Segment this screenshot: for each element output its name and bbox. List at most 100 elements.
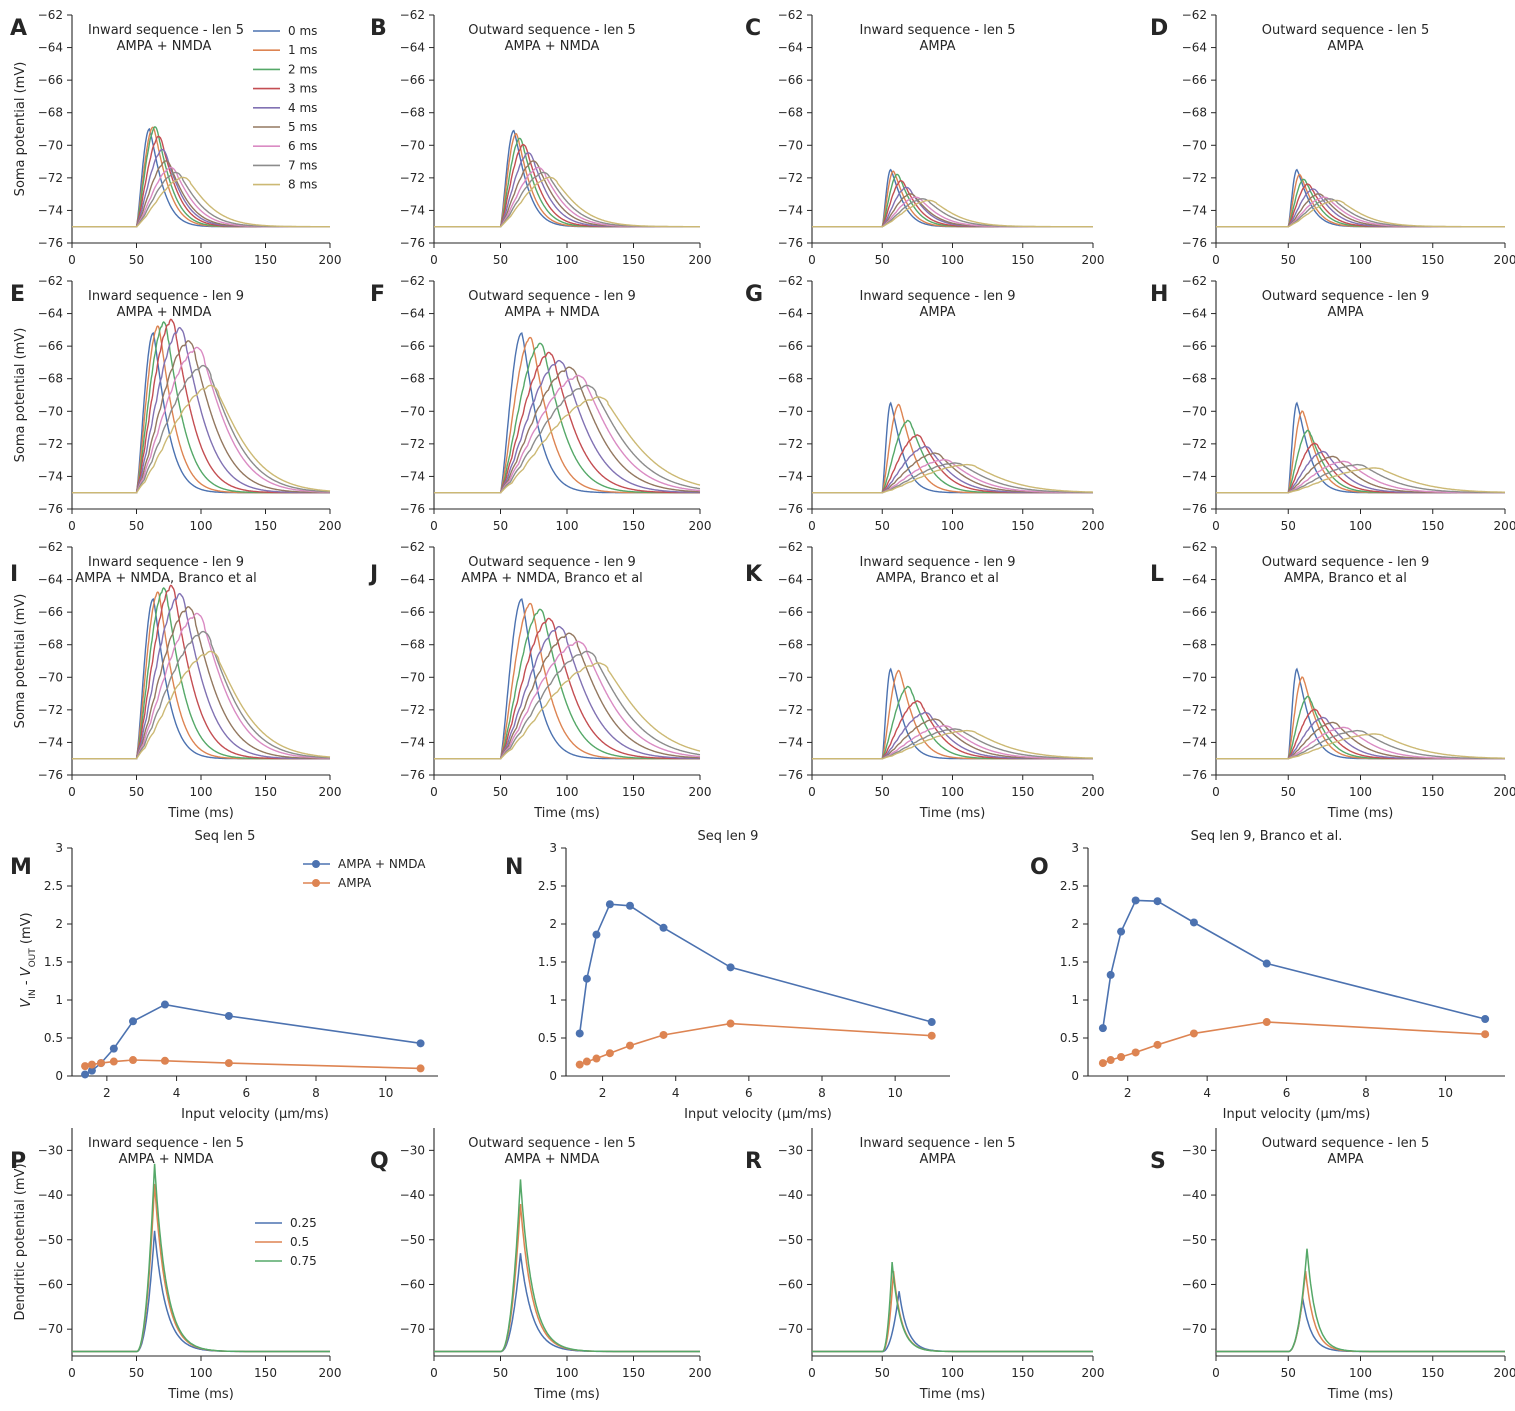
y-tick-label: −68 bbox=[778, 106, 803, 120]
series-line bbox=[1216, 460, 1505, 494]
data-point bbox=[726, 1019, 735, 1028]
y-tick-label: −74 bbox=[400, 735, 425, 749]
panel-q: 0 50 100 150 200 −70 −60 −50 −40 −30 Q Outward sequ… bbox=[370, 1128, 711, 1402]
y-tick-label: −72 bbox=[1182, 437, 1207, 451]
panel-title: Outward sequence - len 5 bbox=[1262, 23, 1430, 38]
y-tick-label: −76 bbox=[1182, 502, 1207, 516]
y-tick-label: −70 bbox=[38, 138, 63, 152]
series-line bbox=[1216, 1297, 1505, 1353]
series-line bbox=[812, 179, 1093, 228]
x-tick-label: 100 bbox=[1349, 785, 1372, 799]
y-tick-label: −64 bbox=[778, 307, 803, 321]
x-tick-label: 100 bbox=[556, 1366, 579, 1380]
y-tick-label: −70 bbox=[400, 138, 425, 152]
series-line bbox=[72, 384, 331, 494]
y-tick-label: −66 bbox=[778, 605, 803, 619]
data-point bbox=[927, 1031, 936, 1040]
y-tick-label: −64 bbox=[38, 307, 63, 321]
x-axis-label: Input velocity (µm/ms) bbox=[1223, 1107, 1371, 1122]
y-tick-label: −72 bbox=[38, 437, 63, 451]
y-tick-label: −70 bbox=[1182, 404, 1207, 418]
x-tick-label: 0 bbox=[1212, 1366, 1220, 1380]
legend-label: 0 ms bbox=[288, 24, 317, 38]
panel-title: Outward sequence - len 9 bbox=[468, 555, 636, 570]
y-tick-label: −64 bbox=[778, 573, 803, 587]
series-line bbox=[72, 650, 331, 760]
series-line bbox=[812, 173, 1093, 228]
y-tick-label: −66 bbox=[400, 339, 425, 353]
series-line bbox=[72, 326, 330, 494]
x-tick-label: 200 bbox=[1082, 253, 1105, 267]
data-point bbox=[626, 901, 634, 910]
y-tick-label: −74 bbox=[778, 203, 803, 217]
series-line bbox=[72, 318, 330, 494]
series-line bbox=[72, 584, 330, 760]
x-axis-label: Time (ms) bbox=[1327, 1387, 1394, 1402]
x-tick-label: 0 bbox=[430, 519, 438, 533]
y-tick-label: −76 bbox=[778, 502, 803, 516]
legend-label: 3 ms bbox=[288, 82, 317, 96]
series-line bbox=[434, 152, 700, 228]
panel-title: AMPA + NMDA bbox=[505, 1152, 600, 1167]
series-line bbox=[812, 401, 1093, 494]
y-axis-label: Soma potential (mV) bbox=[13, 594, 28, 729]
panel-letter: G bbox=[745, 282, 763, 307]
y-tick-label: −74 bbox=[38, 735, 63, 749]
panel-h: 0 50 100 150 200 −76 −74 −72 −70 −68 −66 −64 −62 H Out… bbox=[1150, 274, 1515, 533]
x-tick-label: 4 bbox=[173, 1086, 181, 1100]
series-line bbox=[812, 685, 1093, 760]
y-tick-label: −66 bbox=[778, 339, 803, 353]
x-tick-label: 10 bbox=[1438, 1086, 1453, 1100]
x-tick-label: 100 bbox=[1349, 253, 1372, 267]
y-tick-label: −66 bbox=[1182, 339, 1207, 353]
x-tick-label: 150 bbox=[254, 253, 277, 267]
data-point bbox=[160, 1056, 169, 1065]
y-tick-label: −64 bbox=[778, 41, 803, 55]
y-tick-label: −60 bbox=[778, 1277, 803, 1291]
x-tick-label: 150 bbox=[254, 1366, 277, 1380]
legend-label: 0.5 bbox=[290, 1235, 309, 1249]
data-point bbox=[1262, 1018, 1271, 1027]
y-tick-label: −62 bbox=[400, 274, 425, 288]
series-line bbox=[812, 419, 1093, 494]
x-tick-label: 50 bbox=[875, 253, 890, 267]
series-line bbox=[72, 364, 330, 494]
y-tick-label: −68 bbox=[38, 638, 63, 652]
y-tick-label: −50 bbox=[778, 1233, 803, 1247]
panel-title: Inward sequence - len 9 bbox=[88, 555, 244, 570]
panel-s: 0 50 100 150 200 −70 −60 −50 −40 −30 S Outward sequ… bbox=[1150, 1128, 1515, 1402]
x-tick-label: 100 bbox=[556, 785, 579, 799]
data-point bbox=[129, 1056, 137, 1065]
series-line bbox=[1216, 1248, 1505, 1353]
y-tick-label: −30 bbox=[38, 1143, 63, 1157]
x-tick-label: 50 bbox=[493, 253, 508, 267]
series-line bbox=[1216, 199, 1505, 228]
y-tick-label: −70 bbox=[778, 404, 803, 418]
series-line bbox=[72, 630, 330, 760]
x-tick-label: 200 bbox=[319, 785, 342, 799]
y-tick-label: −72 bbox=[38, 171, 63, 185]
y-tick-label: 0 bbox=[1071, 1069, 1079, 1083]
y-tick-label: −30 bbox=[400, 1143, 425, 1157]
data-point bbox=[224, 1011, 233, 1020]
y-tick-label: −72 bbox=[778, 171, 803, 185]
data-point bbox=[1106, 1056, 1115, 1065]
series-line bbox=[1216, 695, 1505, 760]
y-axis-label: Dendritic potential (mV) bbox=[13, 1163, 28, 1320]
panel-title: AMPA + NMDA bbox=[505, 305, 600, 320]
y-tick-label: −68 bbox=[400, 372, 425, 386]
x-tick-label: 100 bbox=[941, 1366, 964, 1380]
data-point bbox=[1189, 1029, 1198, 1038]
panel-title: AMPA bbox=[919, 1152, 955, 1167]
x-tick-label: 8 bbox=[1362, 1086, 1370, 1100]
y-tick-label: −62 bbox=[38, 274, 63, 288]
x-tick-label: 8 bbox=[818, 1086, 826, 1100]
x-tick-label: 200 bbox=[1082, 519, 1105, 533]
y-tick-label: −70 bbox=[38, 1322, 63, 1336]
y-tick-label: 0 bbox=[55, 1069, 63, 1083]
y-tick-label: −68 bbox=[1182, 372, 1207, 386]
x-tick-label: 50 bbox=[129, 519, 144, 533]
data-point bbox=[582, 974, 591, 983]
y-tick-label: 1.5 bbox=[44, 955, 63, 969]
panel-title: AMPA bbox=[919, 305, 955, 320]
